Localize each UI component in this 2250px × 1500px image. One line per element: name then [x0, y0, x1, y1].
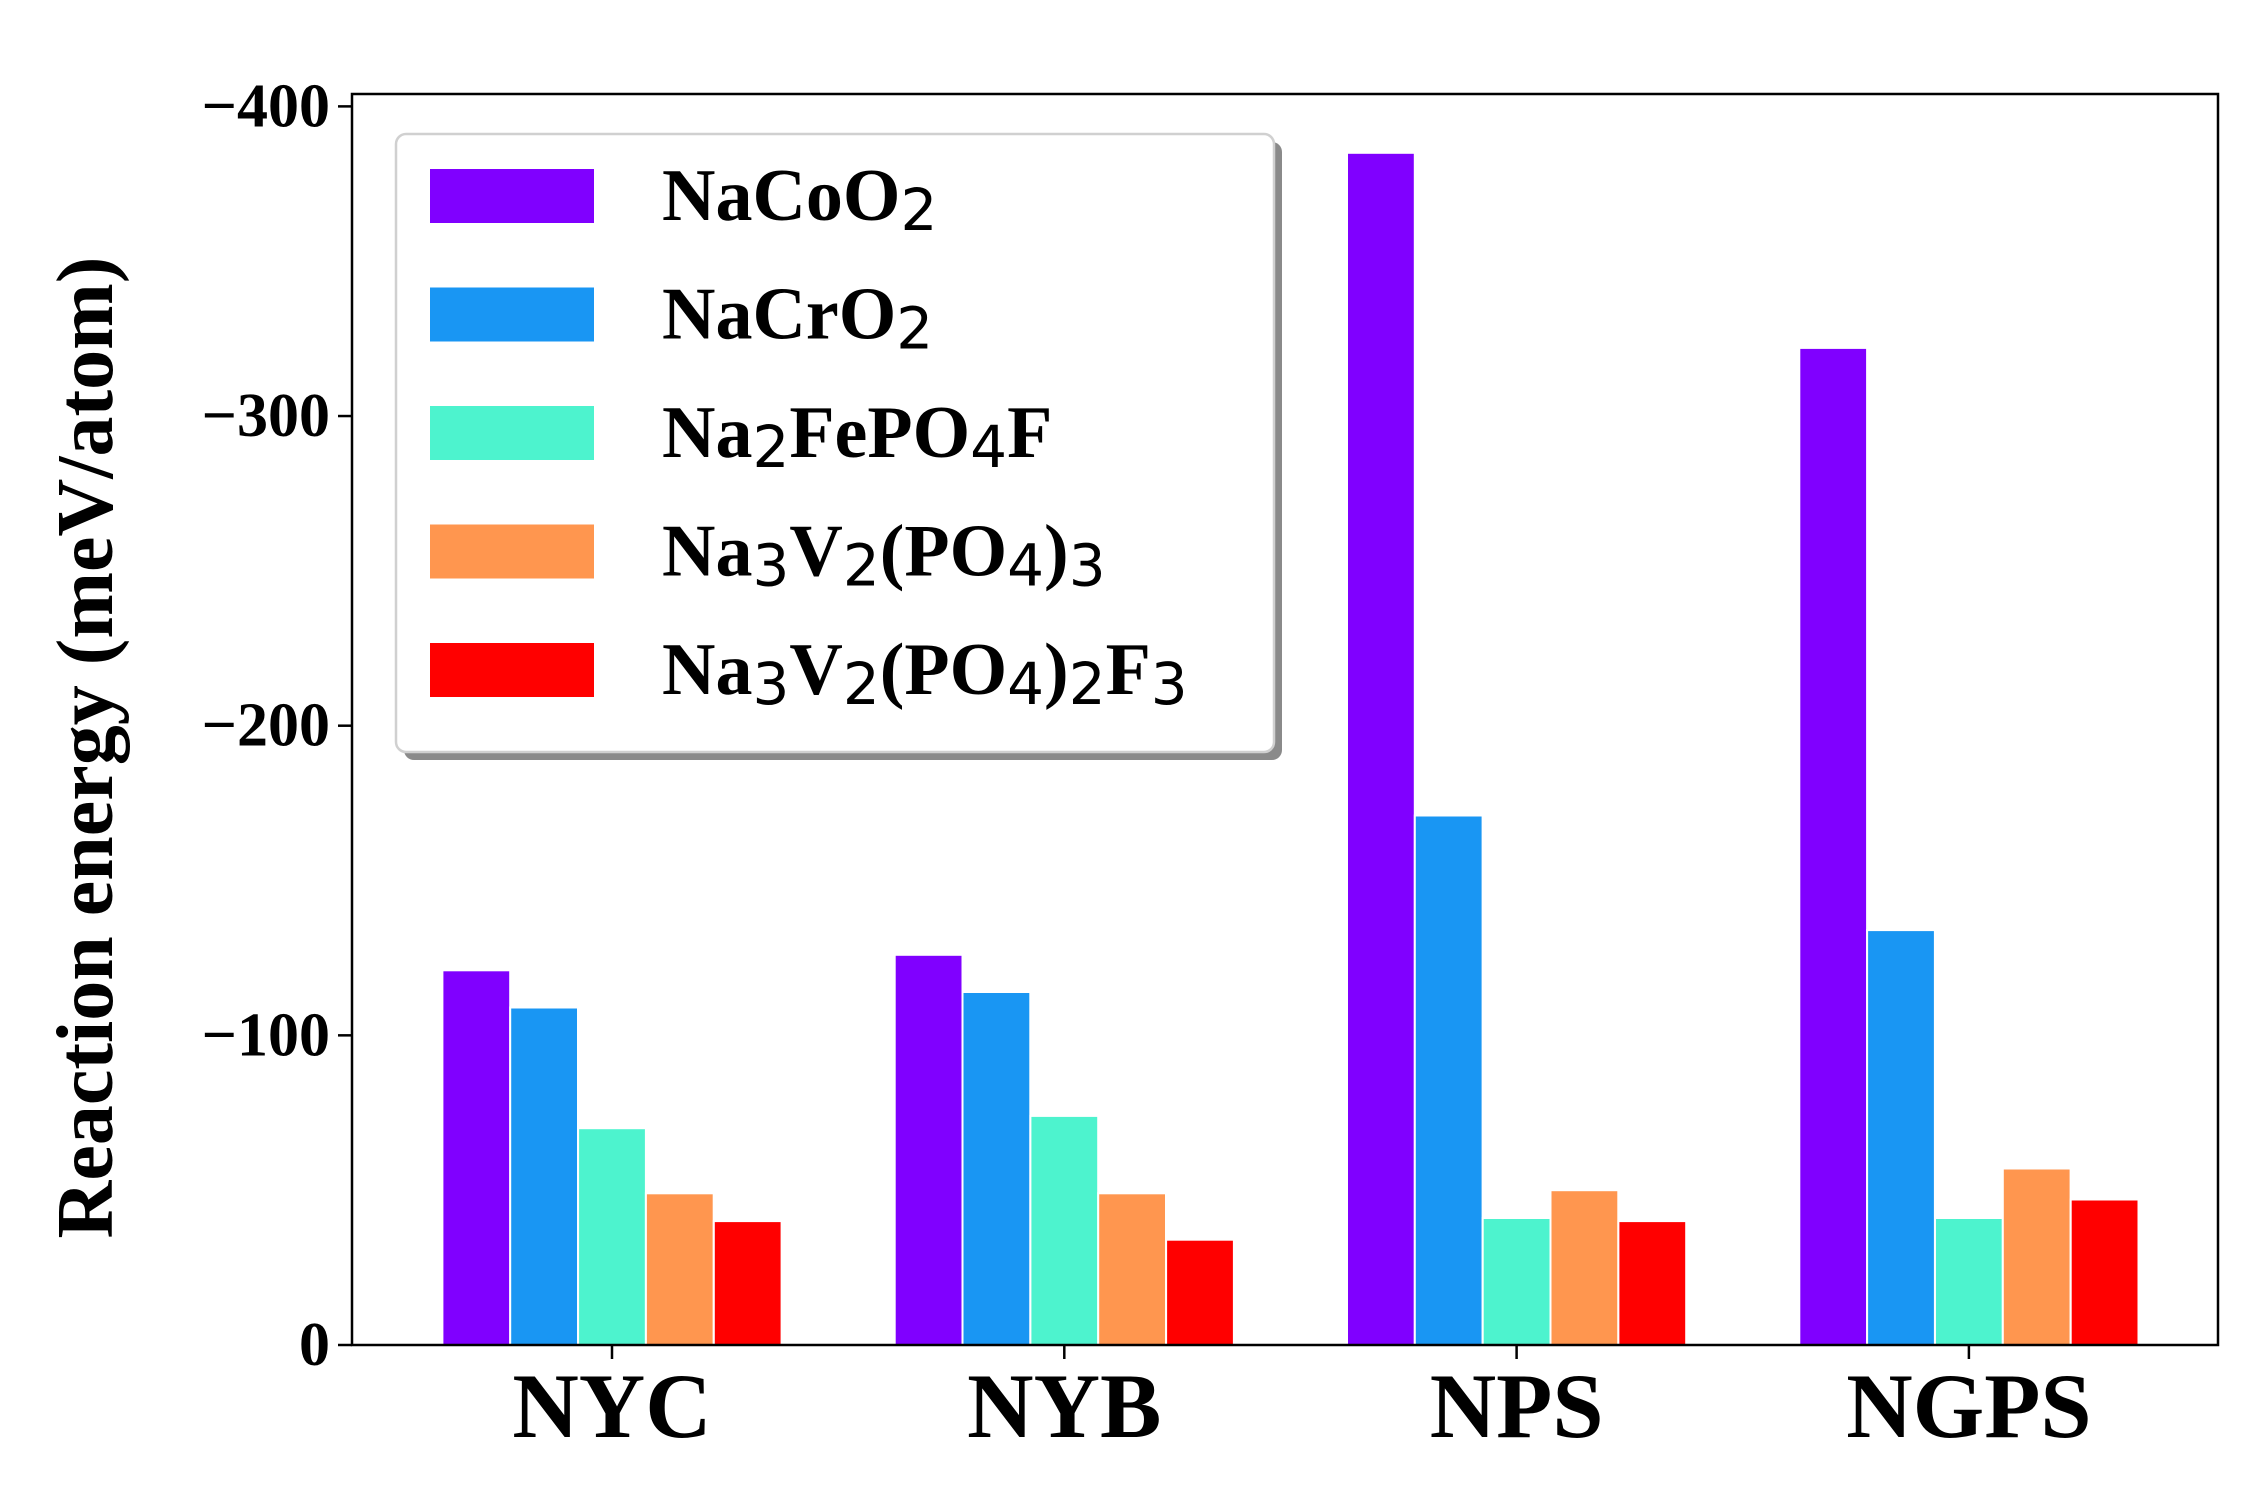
- legend-swatch: [430, 643, 594, 697]
- bar-nacro2-nps: [1413, 814, 1484, 1346]
- y-tick-label: −100: [202, 1001, 330, 1069]
- bar-na2fepo4f-ngps: [1934, 1217, 2004, 1346]
- legend-swatch: [430, 524, 594, 579]
- bar-nacoo2-nyc: [441, 969, 512, 1346]
- legend: NaCoO2 NaCrO2 Na2FePO4F Na3V2(PO4)3 Na3V2(PO…: [394, 132, 1282, 760]
- legend-label: Na3V2(PO4)3: [662, 511, 1106, 600]
- bar-na3v2-po4-3-nyb: [1097, 1192, 1167, 1347]
- y-tick-label: −400: [202, 72, 330, 140]
- y-axis-label: Reaction energy (meV/atom): [42, 257, 130, 1239]
- x-tick-label-nyc: NYC: [512, 1355, 711, 1457]
- x-tick-label-nps: NPS: [1430, 1355, 1604, 1457]
- bar-nacoo2-ngps: [1798, 346, 1869, 1346]
- bar-na3v2-po4-3-ngps: [2001, 1167, 2072, 1346]
- legend-swatch: [430, 287, 594, 342]
- x-tick-label-ngps: NGPS: [1846, 1355, 2091, 1457]
- bar-nacoo2-nyb: [893, 953, 964, 1346]
- bar-na3v2-po4-2f3-nyc: [712, 1220, 783, 1346]
- bar-na2fepo4f-nps: [1481, 1217, 1552, 1346]
- bar-na3v2-po4-2f3-ngps: [2069, 1198, 2140, 1346]
- x-axis: NYC NYB NPS NGPS: [512, 1345, 2092, 1457]
- bars-layer: [441, 151, 2140, 1347]
- legend-swatch: [430, 406, 594, 460]
- legend-label: Na2FePO4F: [662, 392, 1052, 481]
- legend-box: [394, 132, 1276, 754]
- legend-label: NaCrO2: [662, 274, 933, 363]
- bar-nacro2-ngps: [1866, 929, 1936, 1346]
- legend-label: NaCoO2: [662, 155, 937, 244]
- y-axis: 0 −100 −200 −300 −400: [202, 72, 352, 1379]
- y-tick-label: −300: [202, 382, 330, 450]
- bar-na3v2-po4-2f3-nps: [1617, 1220, 1688, 1346]
- plot-frame: [350, 92, 2220, 1347]
- legend-label: Na3V2(PO4)2F3: [662, 629, 1188, 718]
- bar-na2fepo4f-nyc: [577, 1127, 647, 1346]
- bar-na2fepo4f-nyb: [1029, 1114, 1100, 1347]
- x-tick-label-nyb: NYB: [967, 1355, 1161, 1457]
- y-tick-label: 0: [299, 1311, 330, 1379]
- bar-nacro2-nyb: [961, 991, 1032, 1346]
- bar-nacoo2-nps: [1346, 151, 1416, 1346]
- bar-nacro2-nyc: [509, 1006, 580, 1346]
- bar-na3v2-po4-2f3-nyb: [1165, 1238, 1235, 1346]
- legend-swatch: [430, 169, 594, 223]
- bar-na3v2-po4-3-nps: [1549, 1189, 1620, 1346]
- bar-na3v2-po4-3-nyc: [644, 1192, 715, 1347]
- y-tick-label: −200: [202, 692, 330, 760]
